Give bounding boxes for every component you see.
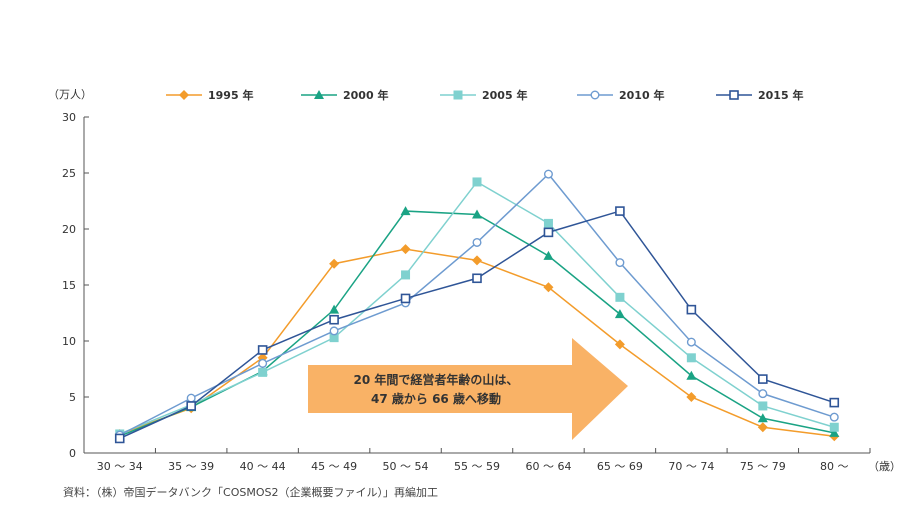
data-point: [472, 237, 482, 247]
x-tick-label: 70 ～ 74: [668, 460, 714, 473]
source-note: 資料：（株）帝国データバンク「COSMOS2（企業概要ファイル）」再編加工: [63, 485, 438, 499]
legend-label: 2005 年: [482, 88, 527, 102]
y-tick-label: 10: [62, 335, 76, 348]
legend: 1995 年 2000 年 2005 年 2010 年 2015 年: [166, 88, 803, 102]
data-point: [686, 304, 697, 315]
data-point: [543, 282, 554, 293]
data-point: [686, 353, 696, 363]
data-point: [186, 393, 196, 403]
data-point: [543, 250, 554, 260]
data-point: [757, 422, 768, 433]
legend-marker: [729, 90, 739, 100]
data-point: [615, 292, 625, 302]
data-point: [329, 326, 339, 336]
series-layer: [114, 169, 840, 444]
data-point: [829, 397, 840, 408]
legend-marker: [590, 90, 600, 100]
data-point: [686, 370, 697, 380]
legend-label: 2010 年: [619, 88, 664, 102]
data-point: [829, 412, 839, 422]
arrow-shape: [308, 338, 628, 440]
data-point: [329, 304, 340, 314]
data-point: [400, 244, 411, 255]
legend-marker: [179, 90, 189, 100]
x-tick-label: 30 ～ 34: [97, 460, 143, 473]
data-point: [186, 401, 196, 411]
data-point: [758, 389, 768, 399]
data-point: [614, 339, 625, 350]
data-point: [829, 427, 840, 437]
x-tick-label: 75 ～ 79: [740, 460, 786, 473]
x-tick-label: 65 ～ 69: [597, 460, 643, 473]
x-tick-label: 55 ～ 59: [454, 460, 500, 473]
x-tick-label: 50 ～ 54: [383, 460, 429, 473]
legend-marker: [453, 90, 463, 100]
y-tick-label: 5: [69, 391, 76, 404]
data-point: [472, 255, 482, 266]
y-tick-label: 0: [69, 447, 76, 460]
data-point: [329, 333, 339, 343]
legend-label: 2000 年: [343, 88, 388, 102]
data-point: [543, 218, 553, 228]
annotation-line-2: 47 歳から 66 歳へ移動: [371, 391, 501, 406]
data-point: [400, 206, 411, 216]
y-tick-label: 25: [62, 167, 76, 180]
x-axis-unit: （歳）: [868, 460, 901, 473]
data-point: [829, 422, 839, 432]
data-point: [472, 209, 482, 219]
data-point: [401, 270, 411, 280]
data-point: [472, 273, 482, 284]
data-point: [758, 401, 768, 411]
x-tick-label: 80 ～: [820, 460, 849, 473]
data-point: [400, 293, 411, 304]
data-point: [258, 367, 268, 377]
legend-item-3: 2005 年: [440, 88, 527, 102]
data-point: [686, 392, 697, 402]
data-point: [543, 227, 554, 238]
legend-item-4: 2010 年: [577, 88, 664, 102]
legend-item-5: 2015 年: [716, 88, 803, 102]
series-3: [115, 177, 839, 439]
axes: 0 5 10 15 20 25 30 30 ～ 34 35 ～ 39 40 ～ 44 45 ～ 49…: [62, 111, 871, 473]
data-point: [757, 413, 768, 423]
y-tick-label: 30: [62, 111, 76, 124]
data-point: [614, 309, 625, 319]
data-point: [686, 337, 696, 347]
legend-item-2: 2000 年: [301, 88, 388, 102]
legend-item-1: 1995 年: [166, 88, 253, 102]
legend-label: 1995 年: [208, 88, 253, 102]
x-tick-label: 60 ～ 64: [525, 460, 571, 473]
data-point: [758, 374, 768, 384]
y-axis-unit: （万人）: [48, 88, 92, 101]
data-point: [257, 345, 268, 355]
data-point: [472, 177, 482, 187]
series-5: [114, 206, 840, 444]
legend-label: 2015 年: [758, 88, 803, 102]
data-point: [615, 206, 625, 216]
y-tick-label: 20: [62, 223, 76, 236]
data-point: [258, 358, 268, 368]
annotation-arrow: 20 年間で経営者年齢の山は、 47 歳から 66 歳へ移動: [308, 338, 628, 440]
legend-marker: [314, 90, 324, 99]
x-tick-label: 45 ～ 49: [311, 460, 357, 473]
data-point: [543, 169, 553, 179]
data-point: [329, 258, 340, 269]
x-tick-label: 35 ～ 39: [168, 460, 214, 473]
annotation-line-1: 20 年間で経営者年齢の山は、: [354, 372, 519, 387]
y-tick-label: 15: [62, 279, 76, 292]
data-point: [615, 258, 625, 268]
data-point: [329, 314, 339, 325]
x-tick-label: 40 ～ 44: [240, 460, 286, 473]
data-point: [114, 433, 125, 444]
